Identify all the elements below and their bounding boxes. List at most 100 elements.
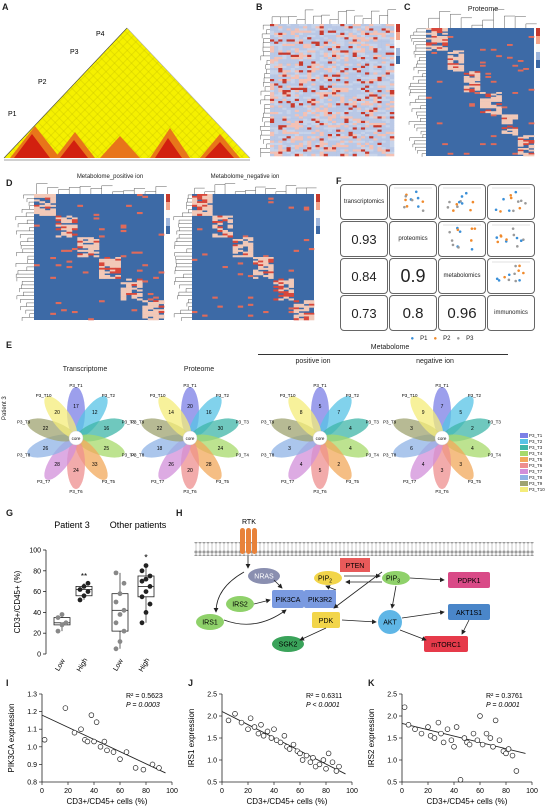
p-value-label: P = 0.0001: [486, 702, 520, 709]
data-point: [88, 712, 95, 718]
y-tick-label: 40: [33, 610, 41, 617]
data-point: [225, 717, 232, 724]
corr-cell: 0.93: [340, 221, 388, 257]
data-point: [41, 737, 48, 743]
marker-p1: P1: [8, 111, 17, 118]
diag-immunomics: immunomics: [487, 295, 535, 331]
petal-label: P3_T5: [216, 479, 230, 484]
heatmap-d-negative: [172, 182, 324, 332]
data-point: [316, 761, 323, 768]
petal-value: 22: [43, 426, 49, 432]
data-point: [418, 730, 425, 737]
data-point: [320, 757, 327, 763]
sgk2-label: SGK2: [279, 642, 298, 649]
y-axis-label: IRS1 expression: [187, 709, 196, 768]
data-point: [457, 777, 464, 783]
category-label: Low: [54, 657, 67, 672]
x-tick-label: 0: [220, 788, 224, 795]
diag-transcriptomics: transcriptomics: [340, 184, 388, 220]
petal-value: 30: [218, 426, 224, 432]
data-point: [490, 744, 496, 750]
y-axis-label: CD3+/CD45+ (%): [13, 570, 22, 633]
panel-label-b: B: [256, 2, 263, 12]
y-tick-label: 0.9: [27, 762, 37, 769]
legend-item: P3_T5: [520, 456, 546, 462]
petal-value: 22: [157, 426, 163, 432]
petal-value: 28: [54, 462, 60, 468]
petal-value: 26: [168, 462, 174, 468]
y-tick-label: 0.5: [387, 780, 397, 787]
y-tick-label: 1.5: [207, 736, 217, 743]
data-point: [245, 726, 251, 732]
petal-label: P3_T9: [17, 420, 31, 425]
pik3ca-label: PIK3CA: [276, 597, 301, 604]
significance-marker: **: [81, 572, 87, 581]
petal-value: 20: [187, 468, 193, 474]
panel-label-d: D: [6, 178, 13, 188]
petal-value: 2: [337, 462, 340, 468]
pdpk1-node: [448, 572, 490, 588]
petal-label: P3_T4: [122, 452, 136, 457]
data-point: [513, 768, 520, 774]
petal-label: P3_T2: [468, 393, 482, 398]
irs2-label: IRS2: [232, 602, 248, 609]
flower-petal: [410, 438, 444, 480]
scatter-cell: [487, 258, 535, 294]
x-tick-label: 20: [244, 788, 252, 795]
data-point: [97, 744, 104, 750]
petal-label: P3_T10: [150, 393, 166, 398]
petal-label: P3_T4: [236, 452, 250, 457]
data-point: [281, 733, 288, 739]
x-axis-label: CD3+/CD45+ cells (%): [427, 797, 508, 806]
flower-2: 5 P3_T1 7 P3_T2 4 P3_T3 4 P3_T4 2 P3_T5 5 P3_T6 4 P3_…: [261, 383, 379, 494]
petal-label: P3_T3: [488, 420, 502, 425]
data-point: [143, 610, 149, 615]
data-point: [479, 741, 486, 748]
data-point: [123, 749, 130, 755]
data-point: [440, 739, 447, 746]
nras-label: NRAS: [254, 574, 274, 581]
petal-value: 18: [157, 446, 163, 452]
data-point: [503, 750, 509, 757]
data-point: [117, 612, 123, 617]
data-point: [238, 719, 245, 726]
metabolome-group-title: Metabolome: [370, 344, 410, 351]
flower-petal: [271, 418, 320, 442]
marker-p3: P3: [70, 49, 79, 56]
flower-petal: [74, 396, 108, 438]
petal-label: P3_T2: [216, 393, 230, 398]
petal-label: P3_T6: [313, 489, 327, 494]
akt1s1-label: AKT1S1: [456, 610, 482, 617]
panel-label-h: H: [176, 508, 183, 518]
corr-cell: 0.84: [340, 258, 388, 294]
data-point: [59, 612, 65, 617]
petal-label: P3_T2: [346, 393, 360, 398]
petal-label: P3_T10: [402, 393, 418, 398]
r-squared-label: R² = 0.6311: [306, 693, 342, 700]
petal-value: 24: [218, 446, 224, 452]
petal-label: P3_T1: [69, 383, 83, 388]
data-point: [323, 766, 329, 772]
data-point: [117, 591, 123, 597]
flower-1: 20 P3_T1 16 P3_T2 30 P3_T3 24 P3_T4 28 P3_T5 20 P3_…: [131, 383, 249, 494]
petal-label: P3_T5: [346, 479, 360, 484]
data-point: [444, 726, 451, 732]
petal-value: 4: [349, 446, 352, 452]
data-point: [487, 735, 494, 741]
akt-label: AKT: [383, 620, 397, 627]
data-point: [425, 724, 431, 730]
x-tick-label: 40: [450, 788, 458, 795]
petal-value: 16: [206, 410, 212, 416]
petal-label: P3_T7: [403, 479, 417, 484]
pdpk1-label: PDPK1: [458, 578, 481, 585]
flower-core: [68, 430, 84, 446]
legend-item: P3_T3: [520, 444, 546, 450]
flower-petal: [76, 434, 125, 458]
petal-value: 3: [288, 446, 291, 452]
y-tick-label: 1.0: [27, 744, 37, 751]
petal-value: 2: [471, 426, 474, 432]
irs1-label: IRS1: [202, 620, 218, 627]
panel-label-g: G: [6, 508, 14, 518]
data-point: [509, 752, 516, 759]
data-point: [448, 737, 455, 743]
